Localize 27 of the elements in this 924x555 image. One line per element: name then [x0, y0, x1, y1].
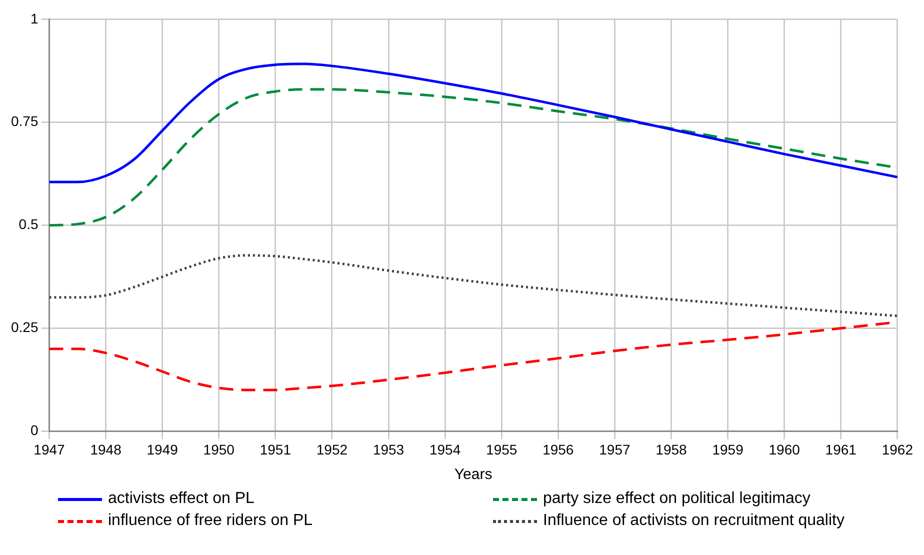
x-tick-label: 1959	[712, 441, 744, 458]
legend-label: influence of free riders on PL	[108, 512, 313, 530]
legend-label: Influence of activists on recruitment quality	[543, 512, 844, 530]
y-tick-label: 0	[30, 422, 38, 438]
y-tick-label: 0.25	[11, 319, 38, 336]
x-tick-label: 1956	[542, 441, 574, 458]
y-tick-label: 1	[30, 10, 38, 26]
x-tick-label: 1951	[260, 441, 292, 458]
x-tick-label: 1949	[146, 441, 178, 458]
x-tick-label: 1957	[599, 441, 630, 458]
x-tick-label: 1947	[34, 441, 66, 458]
x-tick-label: 1950	[203, 441, 235, 458]
y-tick-label: 0.75	[11, 113, 38, 130]
x-tick-label: 1952	[316, 441, 348, 458]
legend-label: activists effect on PL	[108, 490, 254, 508]
x-tick-label: 1958	[656, 441, 688, 458]
x-tick-label: 1960	[768, 441, 800, 458]
y-tick-label: 0.5	[18, 216, 38, 232]
x-tick-label: 1962	[882, 441, 914, 458]
x-tick-label: 1948	[90, 441, 122, 458]
x-axis-title: Years	[454, 466, 492, 484]
legend-label: party size effect on political legitimacy	[543, 490, 810, 508]
x-tick-label: 1953	[372, 441, 404, 458]
x-tick-label: 1961	[825, 441, 857, 458]
x-tick-label: 1954	[429, 441, 461, 458]
x-tick-label: 1955	[486, 441, 518, 458]
line-series	[49, 254, 898, 318]
